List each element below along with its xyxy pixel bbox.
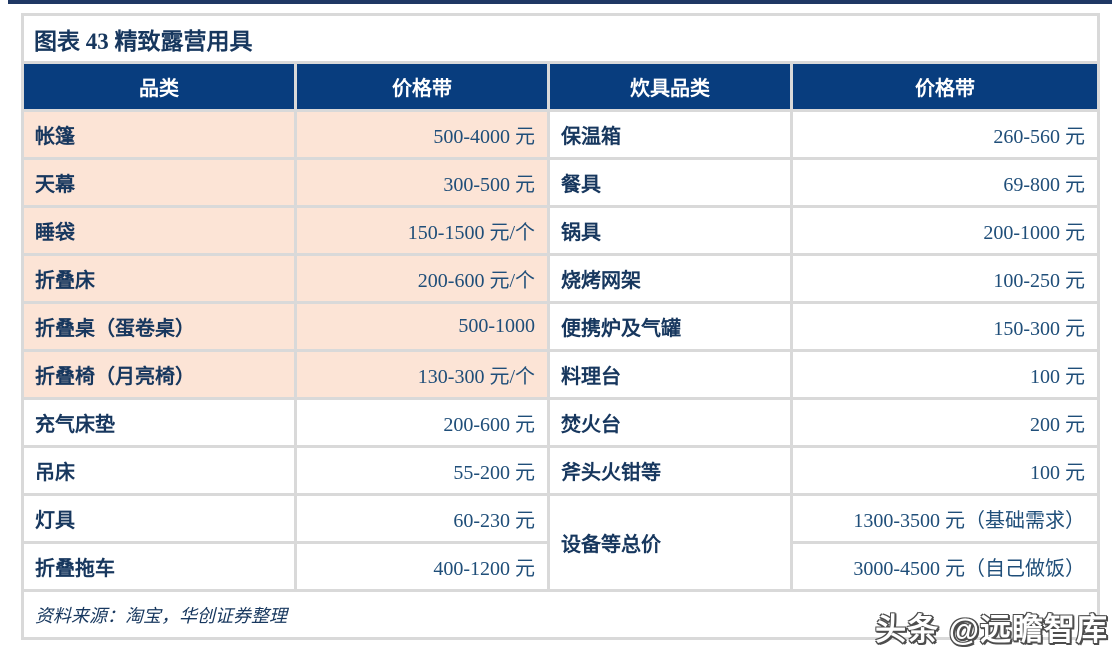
table-cell-price: 400-1200 元 bbox=[297, 544, 547, 589]
column-header-cookware-price: 价格带 bbox=[793, 64, 1097, 109]
table-cell-total-price-basic: 1300-3500 元（基础需求） bbox=[793, 496, 1097, 541]
table-cell-price: 100 元 bbox=[793, 352, 1097, 397]
source-note: 资料来源：淘宝，华创证券整理 bbox=[24, 592, 1097, 637]
watermark-toutiao-yuanzhan: 头条 @远瞻智库 bbox=[875, 612, 1108, 647]
column-header-price: 价格带 bbox=[297, 64, 547, 109]
table-cell-category: 吊床 bbox=[24, 448, 294, 493]
figure-table: 图表 43 精致露营用具 品类 价格带 炊具品类 价格带 帐篷 500-4000… bbox=[21, 13, 1100, 640]
table-cell-price: 500-4000 元 bbox=[297, 112, 547, 157]
table-cell-category: 折叠拖车 bbox=[24, 544, 294, 589]
table-cell-price: 260-560 元 bbox=[793, 112, 1097, 157]
table-cell-category: 锅具 bbox=[550, 208, 790, 253]
table-cell-total-category: 设备等总价 bbox=[550, 496, 790, 589]
column-header-cookware: 炊具品类 bbox=[550, 64, 790, 109]
table-cell-category: 灯具 bbox=[24, 496, 294, 541]
table-cell-category: 烧烤网架 bbox=[550, 256, 790, 301]
table-cell-price: 500-1000 bbox=[297, 304, 547, 349]
table-cell-price: 150-1500 元/个 bbox=[297, 208, 547, 253]
table-cell-category: 帐篷 bbox=[24, 112, 294, 157]
table-cell-price: 200-1000 元 bbox=[793, 208, 1097, 253]
table-cell-category: 保温箱 bbox=[550, 112, 790, 157]
table-cell-category: 折叠椅（月亮椅） bbox=[24, 352, 294, 397]
table-cell-category: 焚火台 bbox=[550, 400, 790, 445]
table-cell-price: 200 元 bbox=[793, 400, 1097, 445]
table-cell-category: 睡袋 bbox=[24, 208, 294, 253]
table-cell-category: 餐具 bbox=[550, 160, 790, 205]
table-cell-category: 天幕 bbox=[24, 160, 294, 205]
table-cell-price: 130-300 元/个 bbox=[297, 352, 547, 397]
table-cell-price: 200-600 元/个 bbox=[297, 256, 547, 301]
table-cell-price: 55-200 元 bbox=[297, 448, 547, 493]
table-cell-price: 100-250 元 bbox=[793, 256, 1097, 301]
table-cell-price: 69-800 元 bbox=[793, 160, 1097, 205]
table-cell-price: 200-600 元 bbox=[297, 400, 547, 445]
table-cell-price: 300-500 元 bbox=[297, 160, 547, 205]
table-cell-total-price-cooking: 3000-4500 元（自己做饭） bbox=[793, 544, 1097, 589]
table-cell-category: 便携炉及气罐 bbox=[550, 304, 790, 349]
table-cell-category: 充气床垫 bbox=[24, 400, 294, 445]
table-cell-price: 100 元 bbox=[793, 448, 1097, 493]
figure-title: 图表 43 精致露营用具 bbox=[24, 16, 1097, 61]
column-header-category: 品类 bbox=[24, 64, 294, 109]
table-cell-category: 折叠桌（蛋卷桌） bbox=[24, 304, 294, 349]
top-divider-rule bbox=[8, 0, 1112, 4]
table-cell-category: 料理台 bbox=[550, 352, 790, 397]
table-cell-category: 折叠床 bbox=[24, 256, 294, 301]
table-cell-category: 斧头火钳等 bbox=[550, 448, 790, 493]
table-cell-price: 150-300 元 bbox=[793, 304, 1097, 349]
table-cell-price: 60-230 元 bbox=[297, 496, 547, 541]
